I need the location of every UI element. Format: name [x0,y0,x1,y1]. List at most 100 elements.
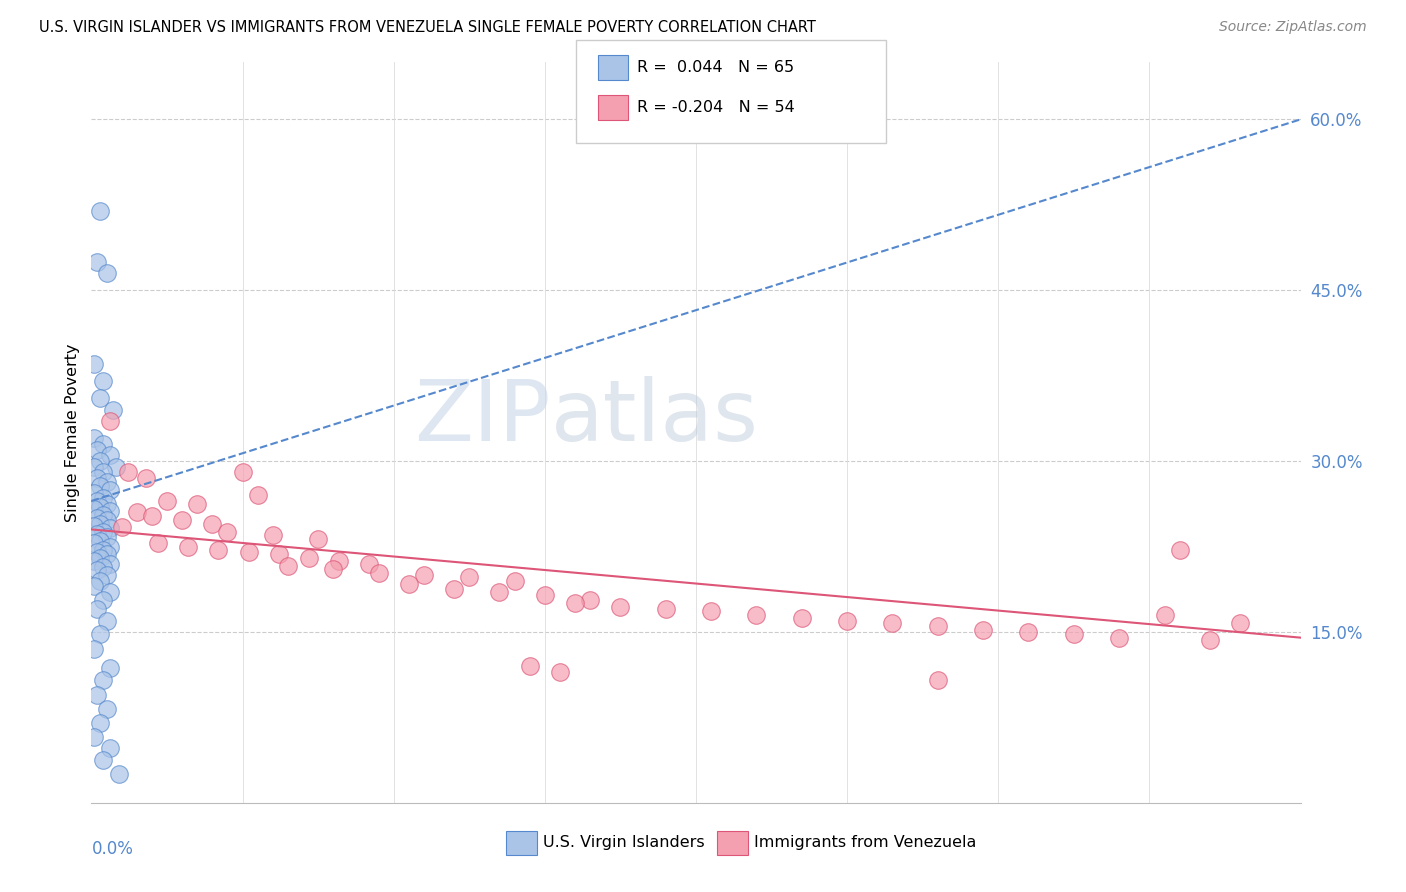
Point [89,479,111,493]
Point [1153,607,1175,622]
Point [98,504,121,518]
Point [93,508,115,522]
Point [98,483,121,497]
Point [93,543,115,558]
Point [86,602,108,616]
Point [125,505,148,519]
Point [89,516,111,531]
Point [111,520,132,534]
Point [89,550,111,565]
Text: R = -0.204   N = 54: R = -0.204 N = 54 [637,101,794,115]
Point [93,466,115,480]
Point [519,659,541,673]
Point [93,437,115,451]
Text: U.S. VIRGIN ISLANDER VS IMMIGRANTS FROM VENEZUELA SINGLE FEMALE POVERTY CORRELAT: U.S. VIRGIN ISLANDER VS IMMIGRANTS FROM … [39,20,817,35]
Point [262,528,284,542]
Point [443,582,465,596]
Point [359,557,381,571]
Point [231,466,253,480]
Point [107,767,129,781]
Point [83,357,105,371]
Point [328,554,350,568]
Point [548,665,571,679]
Point [141,508,163,523]
Point [83,730,105,744]
Point [96,702,118,716]
Point [564,597,586,611]
Point [93,560,115,574]
Point [86,442,108,457]
Point [98,585,121,599]
Point [413,568,436,582]
Point [83,554,105,568]
Point [96,475,118,489]
Text: 0.0%: 0.0% [91,840,134,858]
Y-axis label: Single Female Poverty: Single Female Poverty [65,343,80,522]
Point [93,524,115,539]
Point [93,752,115,766]
Point [98,449,121,463]
Point [246,488,269,502]
Point [98,540,121,554]
Point [745,607,768,622]
Point [458,570,481,584]
Point [1229,615,1251,630]
Point [98,414,121,428]
Point [96,568,118,582]
Point [238,545,260,559]
Point [96,614,118,628]
Point [96,513,118,527]
Point [156,494,179,508]
Point [186,497,208,511]
Point [96,266,118,280]
Point [86,511,108,525]
Text: ZIP: ZIP [415,376,551,459]
Point [96,497,118,511]
Point [277,558,299,573]
Point [83,536,105,550]
Point [89,203,111,218]
Point [86,564,108,578]
Point [89,627,111,641]
Point [700,604,723,618]
Text: U.S. Virgin Islanders: U.S. Virgin Islanders [543,836,704,850]
Point [927,619,949,633]
Point [972,623,994,637]
Point [207,543,229,558]
Point [307,532,329,546]
Text: Source: ZipAtlas.com: Source: ZipAtlas.com [1219,20,1367,34]
Point [93,491,115,505]
Point [117,466,139,480]
Point [93,673,115,687]
Point [1063,627,1085,641]
Point [83,502,105,516]
Point [89,500,111,514]
Point [83,579,105,593]
Point [654,602,676,616]
Point [86,254,108,268]
Point [83,642,105,657]
Point [533,589,555,603]
Point [86,494,108,508]
Point [98,557,121,571]
Point [83,459,105,474]
Point [201,516,224,531]
Point [89,454,111,468]
Point [367,566,389,580]
Point [89,716,111,731]
Point [89,392,111,406]
Point [398,577,420,591]
Point [93,593,115,607]
Point [267,548,290,562]
Point [609,599,631,614]
Point [882,615,904,630]
Point [172,513,194,527]
Point [217,524,239,539]
Point [86,471,108,485]
Point [86,545,108,559]
Point [503,574,526,588]
Point [1108,631,1130,645]
Text: atlas: atlas [551,376,759,459]
Point [135,471,157,485]
Point [98,521,121,535]
